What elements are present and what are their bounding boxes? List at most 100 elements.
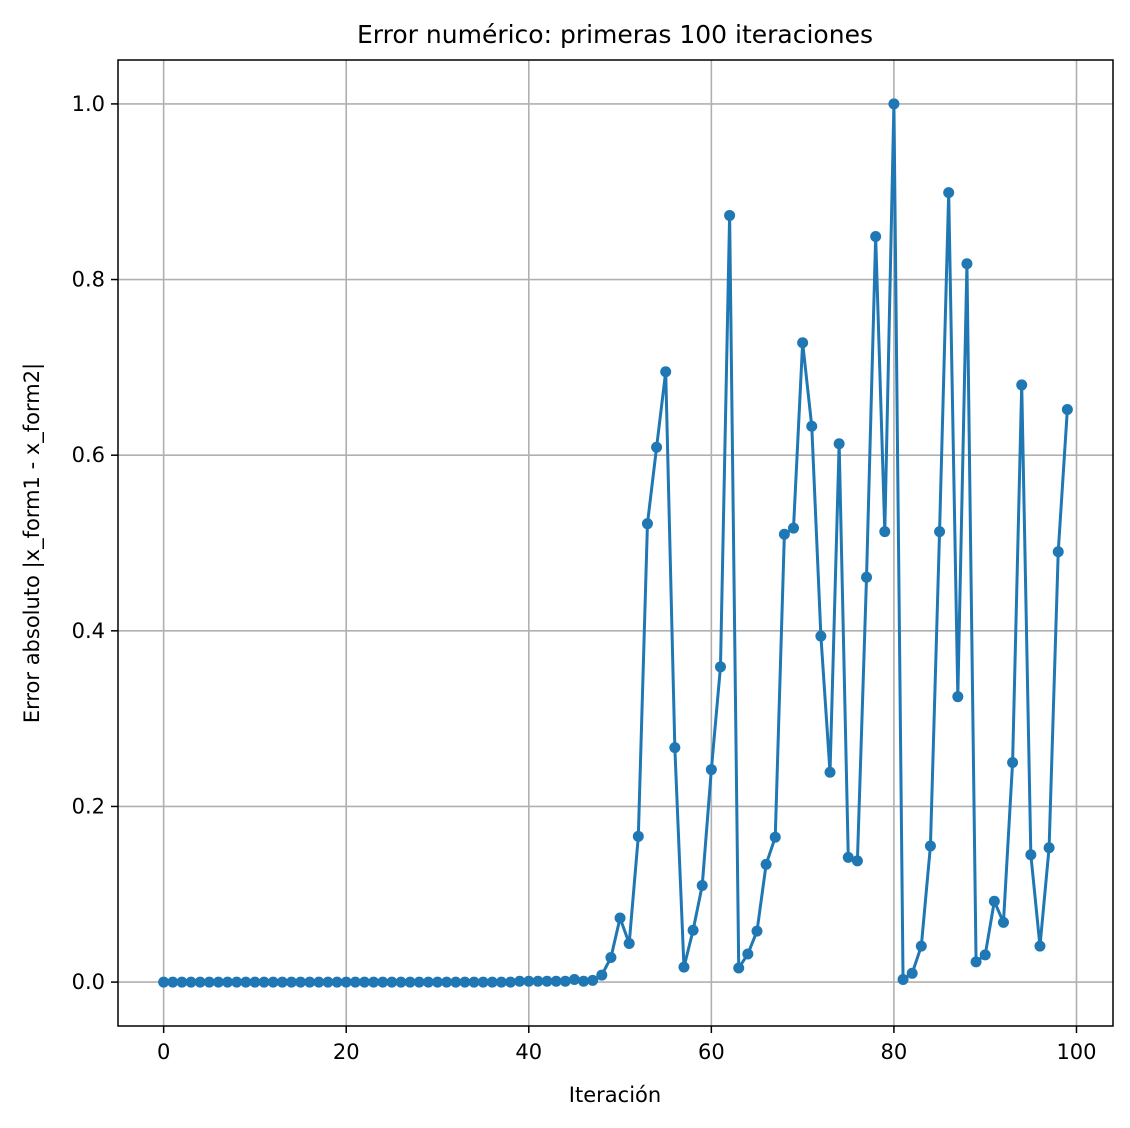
data-point <box>696 879 708 891</box>
data-point <box>587 974 599 986</box>
data-point <box>897 973 909 985</box>
y-tick-label: 0.8 <box>72 268 105 292</box>
data-point <box>851 855 863 867</box>
data-point <box>422 976 434 988</box>
y-tick-label: 1.0 <box>72 92 105 116</box>
data-point <box>1061 404 1073 416</box>
data-point <box>1043 842 1055 854</box>
data-point <box>815 630 827 642</box>
data-point <box>724 209 736 221</box>
x-tick-label: 100 <box>1056 1040 1096 1064</box>
data-point <box>943 187 955 199</box>
data-point <box>541 975 553 987</box>
x-tick-label: 0 <box>157 1040 170 1064</box>
ticks: 0 20 40 60 80 100 0.0 0.2 0.4 0.6 0.8 1.0 <box>72 92 1097 1064</box>
data-point <box>797 337 809 349</box>
data-point <box>833 438 845 450</box>
data-point <box>870 231 882 243</box>
data-point <box>988 895 1000 907</box>
data-point <box>1052 546 1064 558</box>
data-point <box>203 976 215 988</box>
data-point <box>769 831 781 843</box>
data-point <box>267 976 279 988</box>
data-point <box>1025 849 1037 861</box>
data-point <box>222 976 234 988</box>
data-point <box>331 976 343 988</box>
data-point <box>158 976 170 988</box>
data-point <box>660 366 672 378</box>
data-point <box>760 858 772 870</box>
data-point <box>1034 940 1046 952</box>
data-point <box>669 742 681 754</box>
data-point <box>632 830 644 842</box>
data-point <box>194 976 206 988</box>
data-point <box>431 976 443 988</box>
data-point <box>879 526 891 538</box>
data-point <box>377 976 389 988</box>
y-tick-label: 0.2 <box>72 794 105 818</box>
data-point <box>285 976 297 988</box>
data-point <box>1007 757 1019 769</box>
data-point <box>915 940 927 952</box>
data-point <box>167 976 179 988</box>
data-point <box>231 976 243 988</box>
data-point <box>651 441 663 453</box>
data-point <box>413 976 425 988</box>
data-point <box>349 976 361 988</box>
x-tick-label: 80 <box>881 1040 908 1064</box>
data-point <box>842 851 854 863</box>
plot-area <box>118 60 1113 1026</box>
data-point <box>523 975 535 987</box>
y-tick-label: 0.4 <box>72 619 105 643</box>
x-tick-label: 40 <box>515 1040 542 1064</box>
data-point <box>505 976 517 988</box>
data-point <box>477 976 489 988</box>
data-point <box>788 522 800 534</box>
data-point <box>641 518 653 530</box>
data-point <box>313 976 325 988</box>
data-point <box>970 956 982 968</box>
data-point <box>404 976 416 988</box>
data-point <box>486 976 498 988</box>
data-point <box>322 976 334 988</box>
data-point <box>304 976 316 988</box>
data-point <box>742 948 754 960</box>
data-point <box>1016 379 1028 391</box>
data-point <box>997 916 1009 928</box>
data-point <box>614 912 626 924</box>
data-point <box>450 976 462 988</box>
x-tick-label: 60 <box>698 1040 725 1064</box>
data-point <box>778 528 790 540</box>
data-point <box>249 976 261 988</box>
data-point <box>924 840 936 852</box>
data-point <box>386 976 398 988</box>
data-point <box>623 937 635 949</box>
data-point <box>459 976 471 988</box>
series-layer <box>158 98 1073 988</box>
data-point <box>358 976 370 988</box>
data-point <box>596 969 608 981</box>
data-point <box>961 258 973 270</box>
data-point <box>888 98 900 110</box>
data-point <box>678 961 690 973</box>
data-point <box>714 661 726 673</box>
data-point <box>495 976 507 988</box>
data-point <box>441 976 453 988</box>
data-point <box>751 925 763 937</box>
data-point <box>979 949 991 961</box>
y-axis-label: Error absoluto |x_form1 - x_form2| <box>20 363 45 723</box>
data-point <box>705 764 717 776</box>
data-point <box>185 976 197 988</box>
data-point <box>176 976 188 988</box>
data-point <box>952 691 964 703</box>
data-point <box>212 976 224 988</box>
y-tick-label: 0.0 <box>72 970 105 994</box>
data-point <box>368 976 380 988</box>
x-axis-label: Iteración <box>569 1083 661 1107</box>
data-point <box>514 975 526 987</box>
data-point <box>559 975 571 987</box>
data-point <box>906 967 918 979</box>
data-point <box>240 976 252 988</box>
data-point <box>258 976 270 988</box>
